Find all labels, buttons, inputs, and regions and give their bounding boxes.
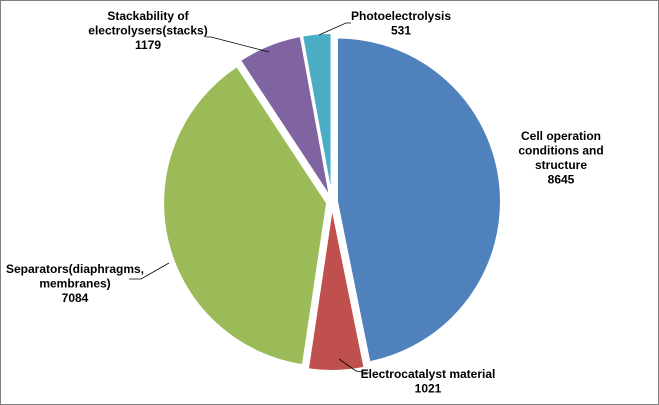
slice-cell-operation-conditions-and-structure [335,36,502,364]
slice-electrocatalyst-material [306,206,366,372]
data-label-separators-diaphragms-membranes: Separators(diaphragms, membranes) 7084 [6,262,144,305]
data-label-photoelectrolysis: Photoelectrolysis 531 [351,9,451,38]
leader-line-separators-diaphragms-membranes [129,262,170,280]
leader-line-electrocatalyst-material [338,358,370,374]
slice-stackability-of-electrolysers-stacks [238,34,332,198]
pie-slices [162,32,502,372]
slice-separators-diaphragms-membranes [162,64,329,367]
leader-line-photoelectrolysis [318,22,351,36]
leader-lines [129,22,370,374]
data-label-electrocatalyst-material: Electrocatalyst material 1021 [361,367,496,396]
data-labels: Cell operation conditions and structure 864… [6,9,604,396]
slice-photoelectrolysis [300,32,333,198]
data-label-stackability-of-electrolysers-stacks: Stackability of electrolysers(stacks) 1179 [88,9,207,52]
leader-line-stackability-of-electrolysers-stacks [206,36,270,53]
data-label-cell-operation-conditions-and-structure: Cell operation conditions and structure 864… [518,129,603,187]
